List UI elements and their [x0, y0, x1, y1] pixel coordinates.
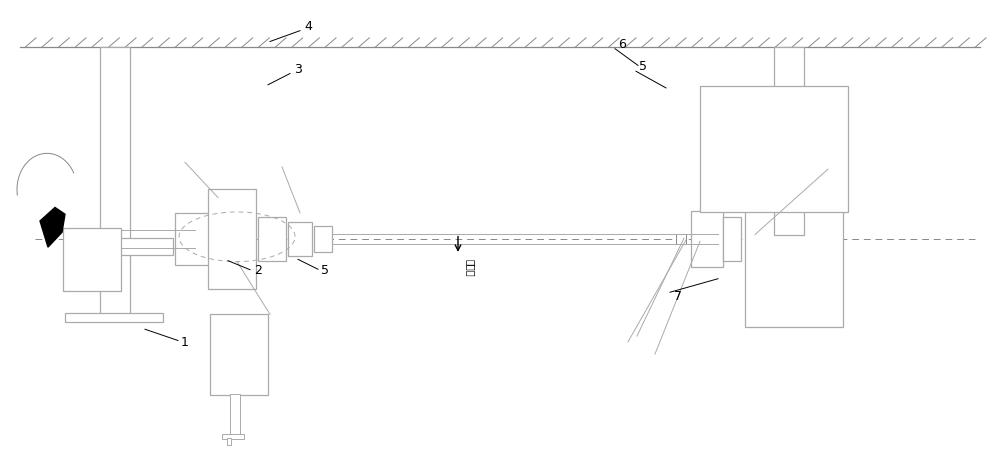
Bar — [68, 238, 173, 255]
Bar — [745, 151, 843, 327]
Bar — [175, 213, 209, 265]
Text: 3: 3 — [294, 64, 302, 76]
Bar — [691, 211, 723, 267]
Text: 7: 7 — [674, 290, 682, 303]
Bar — [288, 222, 312, 256]
Text: 2: 2 — [254, 264, 262, 277]
Bar — [314, 226, 332, 252]
Bar — [227, 438, 231, 445]
Bar — [258, 217, 286, 261]
Text: 偏移量: 偏移量 — [465, 259, 475, 277]
Bar — [100, 47, 130, 316]
Bar — [65, 313, 163, 322]
Text: 5: 5 — [321, 264, 329, 277]
Text: 4: 4 — [304, 20, 312, 32]
Bar — [700, 86, 848, 212]
Bar — [208, 189, 256, 289]
Bar — [723, 217, 741, 261]
Bar — [210, 314, 268, 395]
Bar — [774, 135, 804, 235]
Text: 6: 6 — [618, 38, 626, 51]
Text: 5: 5 — [639, 60, 647, 73]
Text: 1: 1 — [181, 336, 189, 349]
Polygon shape — [40, 207, 65, 247]
Bar — [676, 234, 686, 244]
Bar — [774, 47, 804, 151]
Bar — [222, 434, 244, 439]
Bar — [63, 228, 121, 291]
Bar — [230, 394, 240, 435]
